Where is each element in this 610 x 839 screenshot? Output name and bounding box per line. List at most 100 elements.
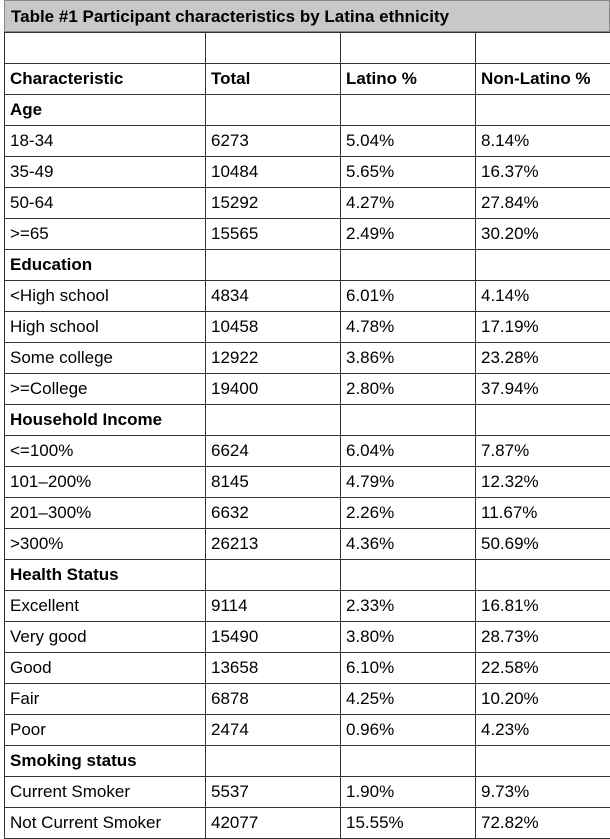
cell-latino: 4.27% [341,188,476,219]
cell-total: 12922 [206,343,341,374]
cell-characteristic: 101–200% [5,467,206,498]
cell-non-latino: 37.94% [476,374,610,405]
cell-non-latino: 9.73% [476,777,610,808]
cell-latino: 6.04% [341,436,476,467]
cell-latino: 15.55% [341,808,476,839]
section-heading: Health Status [5,560,206,591]
cell-non-latino: 72.82% [476,808,610,839]
cell-non-latino: 4.14% [476,281,610,312]
cell-non-latino: 7.87% [476,436,610,467]
cell-total: 19400 [206,374,341,405]
cell-latino: 6.01% [341,281,476,312]
section-row: Smoking status [5,746,610,777]
cell-characteristic: Current Smoker [5,777,206,808]
header-non-latino: Non-Latino % [476,64,610,95]
cell-latino: 5.65% [341,157,476,188]
section-heading: Education [5,250,206,281]
empty-cell [476,33,610,64]
cell-non-latino: 28.73% [476,622,610,653]
cell-total [206,95,341,126]
section-heading: Household Income [5,405,206,436]
characteristics-table: Characteristic Total Latino % Non-Latino… [4,32,610,839]
cell-latino: 4.78% [341,312,476,343]
section-row: Age [5,95,610,126]
section-row: Household Income [5,405,610,436]
cell-latino: 3.80% [341,622,476,653]
empty-cell [5,33,206,64]
cell-non-latino: 27.84% [476,188,610,219]
section-row: Health Status [5,560,610,591]
cell-characteristic: Very good [5,622,206,653]
cell-characteristic: Excellent [5,591,206,622]
cell-non-latino: 22.58% [476,653,610,684]
cell-total: 15565 [206,219,341,250]
cell-non-latino: 11.67% [476,498,610,529]
cell-non-latino [476,95,610,126]
table-title: Table #1 Participant characteristics by … [4,0,610,32]
cell-characteristic: >=65 [5,219,206,250]
cell-non-latino: 17.19% [476,312,610,343]
cell-latino: 4.79% [341,467,476,498]
cell-total [206,405,341,436]
section-row: Education [5,250,610,281]
cell-non-latino: 30.20% [476,219,610,250]
cell-characteristic: 201–300% [5,498,206,529]
header-total: Total [206,64,341,95]
cell-total [206,746,341,777]
cell-total: 4834 [206,281,341,312]
cell-latino [341,95,476,126]
cell-latino: 2.80% [341,374,476,405]
cell-total: 10458 [206,312,341,343]
cell-characteristic: <=100% [5,436,206,467]
cell-characteristic: Fair [5,684,206,715]
cell-non-latino: 50.69% [476,529,610,560]
cell-total [206,250,341,281]
header-characteristic: Characteristic [5,64,206,95]
section-heading: Age [5,95,206,126]
cell-characteristic: Not Current Smoker [5,808,206,839]
cell-characteristic: 35-49 [5,157,206,188]
cell-total: 6632 [206,498,341,529]
cell-latino: 4.25% [341,684,476,715]
cell-total [206,560,341,591]
cell-characteristic: High school [5,312,206,343]
cell-total: 10484 [206,157,341,188]
cell-non-latino [476,746,610,777]
header-row: Characteristic Total Latino % Non-Latino… [5,64,610,95]
cell-latino: 2.26% [341,498,476,529]
cell-latino [341,250,476,281]
cell-latino: 3.86% [341,343,476,374]
cell-latino: 2.49% [341,219,476,250]
cell-non-latino [476,250,610,281]
cell-characteristic: Poor [5,715,206,746]
cell-characteristic: 50-64 [5,188,206,219]
empty-cell [341,33,476,64]
cell-total: 8145 [206,467,341,498]
cell-total: 2474 [206,715,341,746]
cell-latino [341,560,476,591]
cell-latino [341,405,476,436]
cell-non-latino: 4.23% [476,715,610,746]
cell-total: 15490 [206,622,341,653]
cell-latino: 4.36% [341,529,476,560]
section-heading: Smoking status [5,746,206,777]
empty-row [5,33,610,64]
cell-total: 5537 [206,777,341,808]
cell-total: 6878 [206,684,341,715]
cell-total: 9114 [206,591,341,622]
cell-non-latino: 12.32% [476,467,610,498]
empty-cell [206,33,341,64]
